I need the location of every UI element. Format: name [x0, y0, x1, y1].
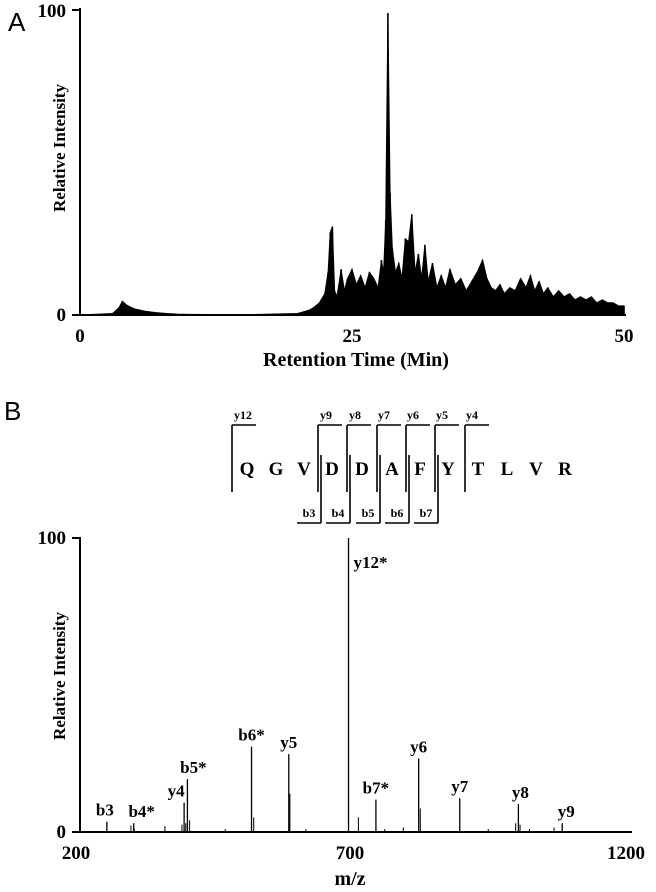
- chart-a-x-tick-label: 0: [75, 326, 85, 347]
- chart-b-x-axis-label: m/z: [334, 868, 365, 890]
- sequence-residue: V: [297, 459, 311, 480]
- sequence-residue: R: [558, 459, 572, 480]
- b-ion-label: b3: [303, 506, 316, 520]
- y-ion-label: y6: [407, 408, 419, 422]
- chart-b-peak-label: b7*: [363, 779, 389, 798]
- chart-a-plot: [79, 13, 625, 316]
- y-ion-label: y4: [466, 408, 478, 422]
- chart-b-peak-label: y6: [410, 738, 427, 757]
- b-ion-label: b6: [391, 506, 404, 520]
- sequence-residue: D: [325, 459, 339, 480]
- y-ion-label: y5: [436, 408, 448, 422]
- chart-a-x-tick-label: 50: [615, 326, 634, 347]
- y-ion-label: y8: [349, 408, 361, 422]
- chart-a-x-axis-label: Retention Time (Min): [263, 349, 449, 371]
- chart-b-peak-label: b4*: [128, 802, 154, 821]
- chart-a-y-tick-label: 100: [38, 1, 67, 22]
- chart-a-x-tick-label: 25: [343, 326, 362, 347]
- sequence-residue: L: [501, 459, 514, 480]
- chart-b-x-tick-label: 200: [62, 843, 91, 864]
- chart-b-y-tick-label: 0: [57, 822, 67, 843]
- sequence-residue: F: [414, 459, 426, 480]
- y-ion-label: y9: [320, 408, 332, 422]
- chart-a-y-tick-label: 0: [57, 305, 67, 326]
- b-ion-label: b4: [332, 506, 345, 520]
- chart-b-plot: b3 b4* y4 b5* b6* y5 y12* b7* y6 y7 y8 y9: [96, 538, 575, 832]
- chart-b-peak-label: b3: [96, 801, 114, 820]
- chart-b-y-axis-label: Relative Intensity: [50, 612, 69, 740]
- b-ion-label: b5: [362, 506, 375, 520]
- sequence-residue: V: [529, 459, 543, 480]
- chart-b-x-tick-label: 700: [336, 843, 365, 864]
- chart-b-peak-label: y8: [512, 783, 529, 802]
- sequence-residue: T: [472, 459, 485, 480]
- chart-b-peak-label: y7: [451, 777, 469, 796]
- y-ion-label: y12: [234, 408, 252, 422]
- chart-b-y-tick-label: 100: [38, 528, 67, 549]
- chart-b-peak-label: y4: [168, 782, 186, 801]
- chart-b-x-tick-label: 1200: [607, 843, 645, 864]
- panel-b-letter: B: [4, 396, 21, 426]
- sequence-residue: D: [355, 459, 369, 480]
- chart-a-y-axis-label: Relative Intensity: [50, 84, 69, 212]
- b-ion-label: b7: [420, 506, 433, 520]
- chart-b-peak-label: y5: [280, 733, 297, 752]
- chart-b-peak-label: b6*: [238, 726, 264, 745]
- sequence-residue: Q: [240, 459, 255, 480]
- chart-b-peak-label: b5*: [180, 758, 206, 777]
- sequence-residue: G: [269, 459, 284, 480]
- chart-b-peak-label: y12*: [354, 553, 388, 572]
- chart-b-peak-label: y9: [558, 802, 575, 821]
- panel-a-letter: A: [8, 7, 26, 37]
- y-ion-label: y7: [378, 408, 390, 422]
- sequence-residue: Y: [441, 459, 455, 480]
- sequence-residue: A: [385, 459, 399, 480]
